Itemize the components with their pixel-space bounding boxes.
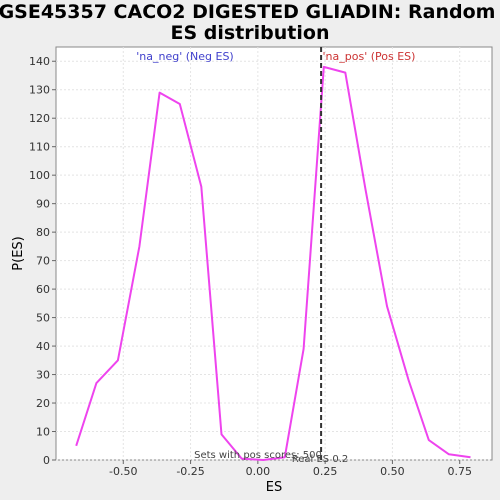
x-tick-label: -0.50 xyxy=(109,465,137,478)
axis-layer: 0 10 20 30 40 50 60 70 80 90 100 110 120 130 140 -0.50 -… xyxy=(29,55,472,478)
plot-area xyxy=(55,46,493,461)
y-tick-label: 20 xyxy=(36,397,50,410)
pos-es-region-label: 'na_pos' (Pos ES) xyxy=(323,50,416,63)
sets-annotation: Sets with pos scores: 500 xyxy=(194,450,322,461)
y-axis-label: P(ES) xyxy=(11,236,26,270)
y-tick-label: 50 xyxy=(36,312,50,325)
y-tick-label: 120 xyxy=(29,112,50,125)
x-tick-label: -0.25 xyxy=(176,465,204,478)
y-tick-label: 10 xyxy=(36,426,50,439)
grid-layer xyxy=(56,47,492,461)
x-tick-label: 0.25 xyxy=(313,465,338,478)
y-tick-label: 0 xyxy=(43,454,50,467)
y-tick-label: 140 xyxy=(29,55,50,68)
series-layer xyxy=(75,65,471,461)
y-tick-label: 30 xyxy=(36,369,50,382)
y-tick-label: 80 xyxy=(36,226,50,239)
y-tick-label: 130 xyxy=(29,84,50,97)
es-distribution-line xyxy=(75,65,471,461)
real-es-annotation: Real ES 0.2 xyxy=(292,454,348,465)
x-tick-label: 0.50 xyxy=(380,465,405,478)
y-tick-label: 60 xyxy=(36,283,50,296)
neg-es-region-label: 'na_neg' (Neg ES) xyxy=(136,50,233,63)
x-tick-label: 0.00 xyxy=(246,465,271,478)
y-tick-label: 90 xyxy=(36,198,50,211)
x-tick-label: 0.75 xyxy=(447,465,472,478)
chart-title-line2: ES distribution xyxy=(171,22,330,44)
chart-title-line1: GSE45357 CACO2 DIGESTED GLIADIN: Random xyxy=(0,1,495,23)
y-tick-label: 100 xyxy=(29,169,50,182)
x-axis-label: ES xyxy=(266,480,282,495)
y-tick-label: 40 xyxy=(36,340,50,353)
y-tick-label: 110 xyxy=(29,141,50,154)
y-tick-label: 70 xyxy=(36,255,50,268)
